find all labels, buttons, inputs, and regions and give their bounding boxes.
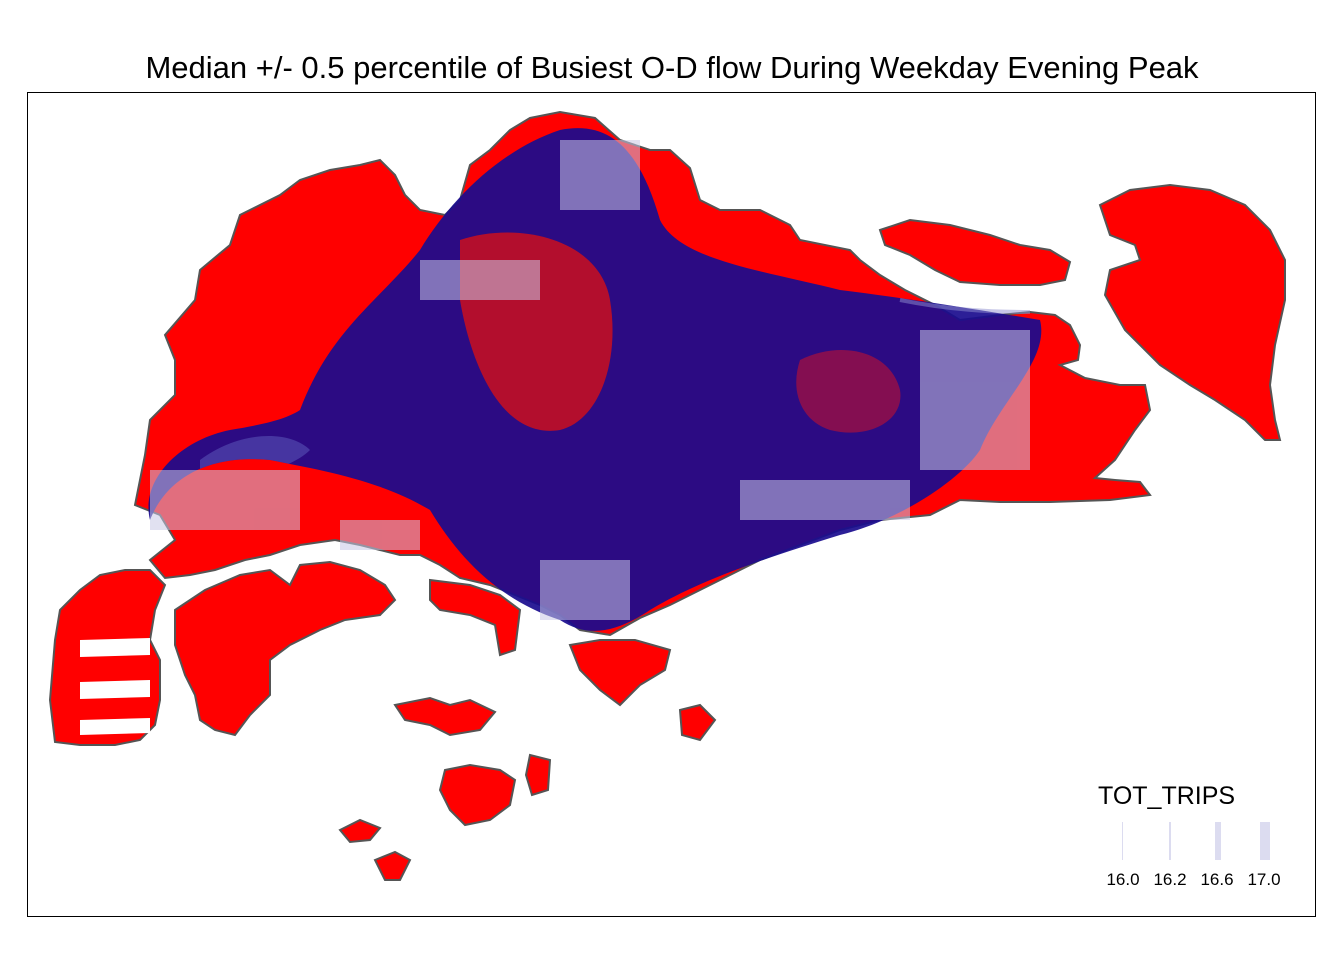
legend-label-3: 16.6 — [1200, 870, 1234, 889]
southern-land-1 — [429, 578, 522, 657]
pulau-tekong-land — [1098, 183, 1286, 441]
ubin-flow-line — [899, 298, 1031, 314]
legend-key-4 — [1241, 822, 1287, 860]
legend-label-2: 16.2 — [1153, 870, 1187, 889]
hexagon-grid-highlights — [150, 140, 1030, 620]
legend-title: TOT_TRIPS — [1098, 782, 1236, 810]
tuas-jetty-cutout-2 — [80, 680, 150, 699]
southern-land-4 — [438, 763, 517, 827]
jurong-island-land — [174, 560, 397, 737]
legend-key-3 — [1194, 822, 1240, 860]
legend-label-4: 17.0 — [1247, 870, 1281, 889]
tuas-jetty-cutout-1 — [80, 638, 150, 657]
southern-land-6 — [373, 850, 412, 881]
legend: TOT_TRIPS 16.0 16.2 16.6 17.0 — [1090, 780, 1300, 900]
southern-land-5 — [338, 818, 382, 844]
southern-land-3 — [393, 696, 497, 737]
southern-land-8 — [524, 753, 552, 797]
legend-label-1: 16.0 — [1106, 870, 1140, 889]
western-land — [48, 569, 167, 746]
legend-key-1 — [1100, 822, 1146, 860]
southern-land-2 — [568, 639, 672, 707]
map-panel-border — [27, 92, 1316, 917]
tuas-jetty-cutout-3 — [80, 718, 150, 735]
map-title: Median +/- 0.5 percentile of Busiest O-D… — [145, 50, 1199, 85]
legend-key-2 — [1147, 822, 1193, 860]
pulau-ubin-land — [878, 218, 1072, 286]
southern-land-7 — [678, 703, 717, 742]
